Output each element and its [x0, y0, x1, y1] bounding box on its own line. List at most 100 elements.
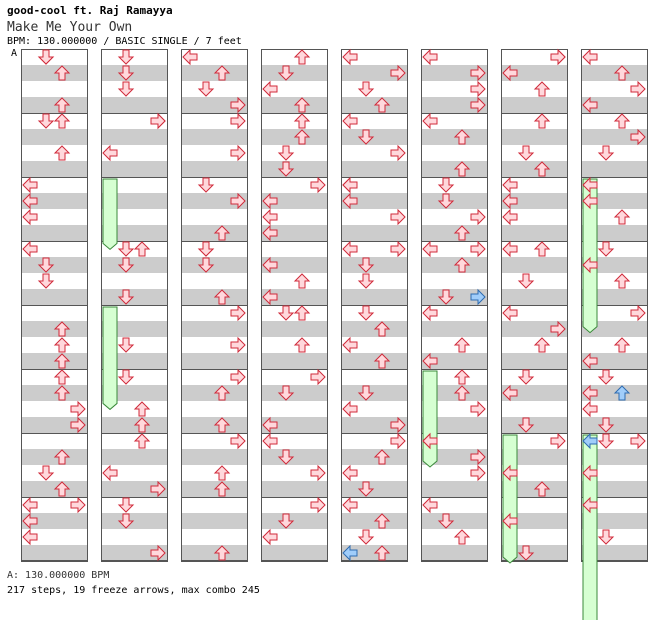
step-arrow: [53, 113, 71, 129]
step-arrow: [422, 240, 438, 258]
step-arrow: [37, 465, 55, 481]
step-arrow: [53, 337, 71, 353]
step-arrow: [310, 496, 326, 514]
step-arrow: [613, 273, 631, 289]
step-arrow: [357, 81, 375, 97]
step-arrow: [582, 352, 598, 370]
step-arrow: [37, 49, 55, 65]
step-arrow: [390, 416, 406, 434]
chart-column: [341, 49, 408, 562]
step-arrow: [437, 513, 455, 529]
chart-column: [501, 49, 568, 562]
step-arrow: [117, 49, 135, 65]
step-arrow: [53, 65, 71, 81]
step-arrow: [117, 289, 135, 305]
step-arrow: [437, 193, 455, 209]
step-arrow: [230, 368, 246, 386]
step-arrow: [630, 304, 646, 322]
step-arrow: [533, 241, 551, 257]
step-arrow: [470, 64, 486, 82]
step-arrow: [53, 145, 71, 161]
step-arrow: [53, 321, 71, 337]
step-arrow: [453, 369, 471, 385]
step-arrow: [277, 145, 295, 161]
step-arrow: [213, 545, 231, 561]
step-arrow: [470, 448, 486, 466]
step-arrow: [582, 96, 598, 114]
chart-column: [101, 49, 168, 562]
step-arrow: [293, 97, 311, 113]
step-arrow: [597, 529, 615, 545]
step-arrow: [230, 192, 246, 210]
step-arrow: [150, 480, 166, 498]
step-arrow: [582, 464, 598, 482]
step-arrow: [22, 176, 38, 194]
step-arrow: [533, 81, 551, 97]
step-arrow: [230, 336, 246, 354]
step-arrow: [597, 433, 615, 449]
freeze-arrow: [422, 370, 438, 468]
step-arrow: [550, 320, 566, 338]
step-arrow: [197, 241, 215, 257]
step-arrow: [182, 48, 198, 66]
step-arrow: [117, 497, 135, 513]
step-arrow: [533, 481, 551, 497]
step-arrow: [357, 385, 375, 401]
step-arrow: [357, 257, 375, 273]
chart-column: [261, 49, 328, 562]
step-arrow: [102, 144, 118, 162]
step-arrow: [470, 240, 486, 258]
freeze-arrow: [582, 434, 598, 620]
chart-column: [421, 49, 488, 562]
step-arrow: [390, 144, 406, 162]
song-artist: good-cool ft. Raj Ramayya: [7, 4, 173, 17]
special-step-arrow: [582, 432, 598, 450]
step-arrow: [342, 240, 358, 258]
step-arrow: [22, 496, 38, 514]
step-arrow: [277, 385, 295, 401]
step-arrow: [533, 113, 551, 129]
step-arrow: [37, 273, 55, 289]
step-arrow: [342, 400, 358, 418]
chart-column: [181, 49, 248, 562]
step-arrow: [213, 417, 231, 433]
step-arrow: [262, 192, 278, 210]
step-arrow: [342, 336, 358, 354]
step-arrow: [133, 401, 151, 417]
step-arrow: [277, 513, 295, 529]
step-arrow: [230, 96, 246, 114]
bpm-marker: A: [11, 48, 18, 59]
song-title: Make Me Your Own: [7, 20, 133, 35]
step-arrow: [582, 496, 598, 514]
step-arrow: [262, 432, 278, 450]
step-arrow: [453, 129, 471, 145]
step-arrow: [342, 48, 358, 66]
step-arrow: [70, 496, 86, 514]
step-arrow: [517, 545, 535, 561]
step-arrow: [277, 449, 295, 465]
step-arrow: [470, 208, 486, 226]
step-arrow: [582, 256, 598, 274]
special-step-arrow: [470, 288, 486, 306]
step-arrow: [277, 65, 295, 81]
step-arrow: [357, 481, 375, 497]
step-arrow: [150, 112, 166, 130]
step-arrow: [230, 304, 246, 322]
step-arrow: [230, 144, 246, 162]
step-arrow: [502, 208, 518, 226]
step-arrow: [342, 192, 358, 210]
step-arrow: [470, 400, 486, 418]
step-arrow: [262, 80, 278, 98]
step-arrow: [357, 129, 375, 145]
step-arrow: [213, 65, 231, 81]
step-arrow: [262, 208, 278, 226]
step-arrow: [213, 225, 231, 241]
step-arrow: [373, 513, 391, 529]
step-arrow: [582, 384, 598, 402]
step-arrow: [517, 145, 535, 161]
step-arrow: [262, 528, 278, 546]
step-arrow: [597, 241, 615, 257]
step-arrow: [53, 369, 71, 385]
step-arrow: [470, 80, 486, 98]
